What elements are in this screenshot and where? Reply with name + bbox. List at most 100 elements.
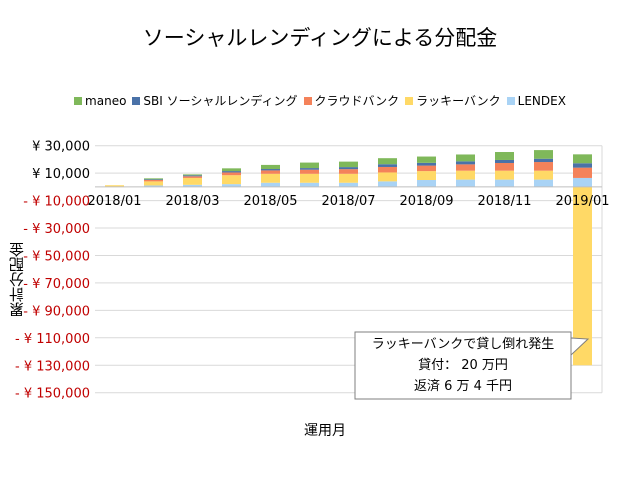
bar-segment [417, 156, 436, 163]
bar-segment [534, 179, 553, 187]
bar-segment [339, 182, 358, 187]
bar-segment [456, 179, 475, 187]
bar-segment [261, 182, 280, 187]
annotation-line-1: ラッキーバンクで貸し倒れ発生 [371, 337, 555, 352]
bar-segment [183, 184, 202, 187]
bar-segment [417, 171, 436, 181]
legend-swatch [74, 96, 83, 105]
legend-item: LENDEX [506, 92, 566, 109]
x-tick-label: 2018/05 [243, 194, 297, 209]
bar-segment [495, 170, 514, 180]
bar-segment [378, 172, 397, 182]
bar-segment [300, 182, 319, 187]
bar-segment [183, 175, 202, 177]
x-axis-label: 運用月 [304, 423, 346, 439]
legend-label: SBI ソーシャルレンディング [143, 94, 298, 108]
bar-segment [495, 152, 514, 160]
bar-segment [417, 180, 436, 187]
chart-title: ソーシャルレンディングによる分配金 [142, 26, 498, 50]
legend-swatch [303, 96, 312, 105]
annotation-line-3: 返済 6 万 4 千円 [413, 379, 513, 394]
legend-label: クラウドバンク [314, 94, 400, 108]
bar-segment [339, 167, 358, 170]
callout-box [354, 331, 572, 400]
bar-segment [144, 179, 163, 181]
x-tick-label: 2018/11 [477, 194, 531, 209]
bar-segment [261, 170, 280, 174]
bar-segment [144, 185, 163, 187]
legend-item: SBI ソーシャルレンディング [132, 92, 298, 109]
y-tick-label: - ¥ 30,000 [23, 222, 90, 237]
y-tick-label: - ¥ 10,000 [23, 195, 90, 210]
legend-swatch [132, 96, 141, 105]
y-tick-label: - ¥ 110,000 [15, 332, 90, 347]
y-tick-label: - ¥ 90,000 [23, 304, 90, 319]
bar-segment [534, 170, 553, 180]
bar-segment [378, 158, 397, 165]
legend-label: LENDEX [517, 93, 566, 108]
y-tick-label: - ¥ 70,000 [23, 277, 90, 292]
bar-segment [534, 150, 553, 159]
bar-segment [534, 162, 553, 171]
bar-segment [573, 186, 592, 366]
bar-segment [261, 169, 280, 171]
bar-segment [144, 178, 163, 180]
y-axis-label: 累計分配金 [8, 242, 26, 318]
y-tick-label: - ¥ 50,000 [23, 249, 90, 264]
bar-segment [573, 167, 592, 178]
y-tick-label: - ¥ 130,000 [15, 359, 90, 374]
bar-segment [573, 154, 592, 164]
x-tick-label: 2018/03 [165, 194, 219, 209]
x-tick-label: 2018/09 [399, 194, 453, 209]
y-tick-label: ¥ 10,000 [32, 167, 90, 182]
legend-swatch [506, 96, 515, 105]
x-tick-label: 2018/07 [321, 194, 375, 209]
bar-segment [534, 158, 553, 163]
legend-label: ラッキーバンク [416, 94, 501, 108]
bar-segment [456, 161, 475, 165]
bar-segment [261, 173, 280, 183]
bar-segment [183, 177, 202, 185]
bar-segment [183, 174, 202, 176]
bar-segment [300, 162, 319, 169]
legend-item: ラッキーバンク [405, 92, 501, 109]
legend-swatch [405, 96, 414, 105]
y-tick-label: ¥ 30,000 [32, 140, 90, 155]
legend-item: クラウドバンク [303, 92, 400, 109]
annotation-line-2: 貸付： 20 万円 [418, 358, 508, 373]
x-tick-label: 2018/01 [87, 194, 141, 209]
bar-segment [261, 164, 280, 170]
bar-segment [378, 166, 397, 173]
bar-segment [222, 175, 241, 185]
bar-segment [573, 163, 592, 168]
annotation-callout: ラッキーバンクで貸し倒れ発生 貸付： 20 万円 返済 6 万 4 千円 [355, 332, 571, 399]
bar-segment [222, 172, 241, 176]
bar-segment [105, 185, 124, 187]
y-tick-label: - ¥ 150,000 [15, 387, 90, 402]
bar-segment [456, 164, 475, 171]
legend: maneo SBI ソーシャルレンディング クラウドバンク ラッキーバンク LENDEX [0, 92, 640, 109]
bar-segment [378, 164, 397, 167]
legend-item: maneo [74, 92, 126, 109]
bar-segment [300, 173, 319, 183]
bar-segment [222, 171, 241, 173]
bar-segment [144, 181, 163, 186]
bar-segment [417, 162, 436, 166]
bar-segment [300, 169, 319, 174]
bar-segment [417, 165, 436, 172]
bar-segment [183, 176, 202, 178]
bar-segment [495, 179, 514, 187]
bar-segment [495, 159, 514, 163]
bar-segment [456, 170, 475, 180]
bar-segment [339, 169, 358, 174]
bar-segment [573, 177, 592, 187]
bar-segment [456, 154, 475, 162]
bar-segment [339, 161, 358, 168]
bar-segment [222, 168, 241, 172]
legend-label: maneo [85, 93, 127, 108]
x-tick-label: 2019/01 [555, 194, 609, 209]
bar-segment [222, 184, 241, 187]
bar-segment [378, 181, 397, 187]
bar-segment [144, 180, 163, 182]
